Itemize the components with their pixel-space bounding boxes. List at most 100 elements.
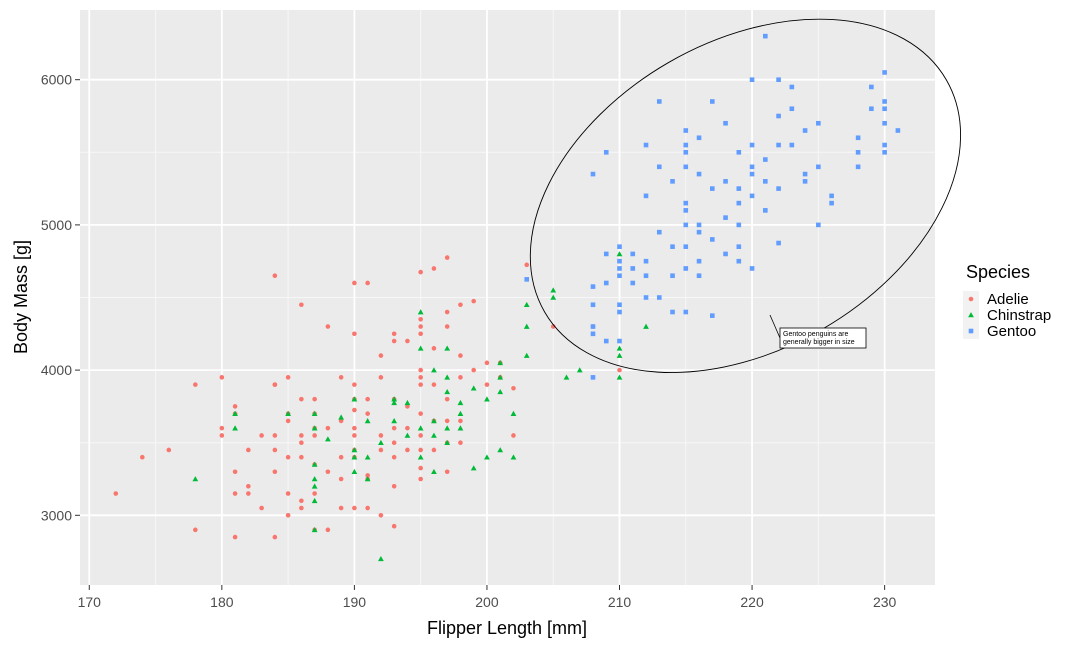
- point-chinstrap: [497, 447, 504, 453]
- point-gentoo: [749, 142, 755, 148]
- point-chinstrap: [364, 476, 371, 482]
- point-chinstrap: [576, 367, 583, 373]
- point-gentoo: [590, 284, 596, 289]
- point-adelie: [391, 440, 397, 446]
- point-chinstrap: [497, 374, 504, 380]
- point-chinstrap: [364, 454, 371, 460]
- point-adelie: [352, 280, 357, 286]
- point-adelie: [259, 505, 264, 511]
- point-gentoo: [749, 164, 755, 170]
- point-adelie: [272, 469, 278, 475]
- point-gentoo: [855, 135, 861, 141]
- point-adelie: [299, 433, 304, 438]
- point-adelie: [352, 425, 357, 431]
- point-chinstrap: [523, 301, 530, 308]
- point-chinstrap: [417, 345, 424, 351]
- x-tick-label: 200: [475, 594, 499, 610]
- y-axis-ticks: 3000 4000 5000 6000: [41, 72, 80, 523]
- point-gentoo: [816, 222, 821, 228]
- point-chinstrap: [351, 454, 358, 460]
- point-adelie: [418, 316, 423, 322]
- point-chinstrap: [311, 483, 318, 489]
- point-chinstrap: [431, 468, 437, 475]
- point-adelie: [444, 324, 450, 329]
- point-adelie: [365, 280, 370, 286]
- point-chinstrap: [523, 323, 530, 329]
- point-gentoo: [643, 295, 649, 300]
- point-chinstrap: [444, 389, 451, 395]
- annotation-box: [779, 327, 867, 349]
- point-adelie: [405, 447, 410, 453]
- point-chinstrap: [325, 436, 331, 442]
- point-adelie: [391, 425, 397, 431]
- point-gentoo: [855, 149, 861, 155]
- point-gentoo: [710, 186, 715, 191]
- point-adelie: [378, 353, 384, 358]
- annotation-text: Gentoo penguins are: [783, 331, 848, 338]
- point-chinstrap: [351, 468, 358, 475]
- point-adelie: [232, 404, 238, 409]
- point-adelie: [484, 360, 490, 366]
- point-gentoo: [776, 113, 781, 119]
- point-chinstrap: [444, 439, 451, 446]
- point-adelie: [444, 309, 450, 315]
- point-gentoo: [895, 128, 901, 133]
- point-gentoo: [776, 186, 781, 191]
- point-chinstrap: [431, 432, 437, 438]
- point-adelie: [338, 454, 344, 460]
- point-adelie: [418, 269, 423, 275]
- point-gentoo: [656, 164, 662, 170]
- point-adelie: [140, 454, 145, 460]
- point-gentoo: [670, 309, 675, 315]
- point-chinstrap: [643, 323, 649, 329]
- point-gentoo: [696, 135, 702, 141]
- point-adelie: [391, 523, 397, 529]
- point-gentoo: [603, 280, 609, 286]
- point-gentoo: [590, 302, 596, 308]
- point-chinstrap: [391, 396, 398, 402]
- point-adelie: [418, 465, 423, 471]
- point-chinstrap: [232, 410, 238, 416]
- point-adelie: [458, 353, 463, 358]
- point-adelie: [444, 469, 450, 475]
- x-tick-label: 220: [740, 594, 764, 610]
- point-adelie: [431, 266, 437, 271]
- point-gentoo: [590, 171, 596, 177]
- point-adelie: [378, 375, 384, 380]
- point-gentoo: [749, 77, 755, 82]
- point-adelie: [484, 382, 490, 387]
- point-adelie: [378, 447, 384, 453]
- point-adelie: [285, 418, 291, 424]
- point-chinstrap: [351, 396, 358, 402]
- point-gentoo: [696, 229, 702, 235]
- point-gentoo: [696, 222, 702, 228]
- point-adelie: [232, 491, 238, 496]
- point-gentoo: [882, 106, 887, 112]
- point-adelie: [272, 273, 278, 279]
- point-chinstrap: [338, 414, 345, 420]
- point-gentoo: [736, 244, 742, 249]
- point-gentoo: [617, 266, 622, 271]
- point-gentoo: [670, 244, 675, 249]
- point-chinstrap: [364, 418, 371, 424]
- point-chinstrap: [497, 359, 504, 366]
- point-adelie: [285, 375, 291, 380]
- point-gentoo: [882, 70, 887, 75]
- point-adelie: [299, 454, 304, 460]
- point-gentoo: [696, 171, 702, 177]
- point-adelie: [418, 447, 423, 453]
- x-axis-title: Flipper Length [mm]: [427, 618, 587, 638]
- point-adelie: [431, 447, 437, 453]
- point-adelie: [458, 440, 463, 446]
- point-chinstrap: [616, 352, 623, 358]
- point-gentoo: [683, 244, 689, 249]
- point-gentoo: [617, 258, 622, 264]
- point-chinstrap: [378, 555, 384, 562]
- point-adelie: [444, 418, 450, 424]
- point-chinstrap: [497, 389, 504, 395]
- point-gentoo: [683, 266, 689, 271]
- point-adelie: [285, 513, 291, 518]
